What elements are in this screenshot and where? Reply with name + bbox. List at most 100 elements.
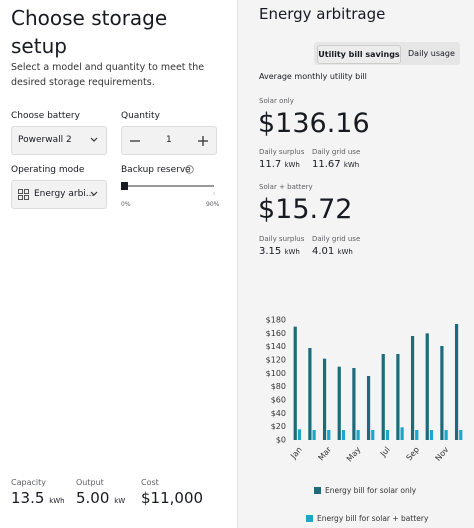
stat-value: 11.67 kWh (312, 159, 359, 170)
legend-swatch (314, 487, 321, 494)
mode-label: Operating mode (11, 165, 85, 175)
scenario-label: Solar only (259, 97, 294, 105)
y-tick-label: $60 (271, 396, 286, 405)
scenario-label: Solar + battery (259, 183, 313, 191)
stat-value: 11.7 kWh (259, 159, 300, 170)
bar (371, 430, 375, 440)
tab-bar: Utility bill savings Daily usage (314, 42, 460, 65)
bar (415, 430, 419, 440)
reserve-min: 0% (121, 201, 131, 208)
unit: kW (114, 497, 126, 505)
bar (322, 358, 327, 440)
y-tick-label: $0 (276, 436, 286, 445)
x-tick-label: Jul (378, 445, 392, 459)
mode-icon (18, 189, 29, 200)
bar (454, 324, 459, 440)
summary-label: Output (76, 478, 104, 487)
bar (356, 430, 360, 440)
y-tick-label: $40 (271, 409, 286, 418)
x-tick-label: Sep (405, 445, 422, 462)
panel-title: Energy arbitrage (259, 5, 386, 23)
unit: kWh (343, 161, 360, 169)
quantity-label: Quantity (121, 111, 160, 121)
y-tick-label: $160 (266, 329, 286, 338)
bar (381, 354, 385, 440)
unit: kWh (49, 497, 65, 505)
value: 13.5 (11, 489, 45, 507)
bar (337, 366, 341, 440)
summary-value: 13.5 kWh (11, 489, 65, 507)
bar (410, 336, 415, 440)
mode-value: Energy arbi... (34, 189, 95, 199)
value: 11.67 (312, 159, 341, 170)
bar (400, 427, 404, 440)
bar (459, 430, 463, 440)
x-tick-label: Jan (288, 445, 303, 461)
stat-value: 3.15 kWh (259, 246, 300, 257)
value: 4.01 (312, 246, 335, 257)
x-tick-label: Mar (317, 445, 334, 463)
bar (385, 430, 390, 440)
chevron (90, 137, 98, 142)
value: 11.7 (259, 159, 282, 170)
amount: $15.72 (258, 194, 353, 225)
reserve-max: 90% (206, 201, 220, 208)
bar (308, 348, 312, 440)
battery-label: Choose battery (11, 111, 80, 121)
bar (341, 430, 346, 440)
bar (425, 333, 429, 440)
bar (366, 376, 371, 440)
info-icon[interactable] (185, 165, 194, 174)
unit: kWh (284, 161, 300, 169)
bar (396, 354, 400, 440)
reserve-slider[interactable] (120, 180, 220, 196)
decrement-button[interactable] (130, 136, 140, 146)
bar (293, 326, 297, 440)
x-tick-label: Nov (434, 445, 451, 463)
increment-button[interactable] (198, 136, 208, 146)
y-tick-label: $140 (266, 342, 286, 351)
bar (297, 429, 302, 440)
unit: kWh (284, 248, 300, 256)
bar (429, 430, 434, 440)
chart: $0 $20 $40 $60 $80 $100 $120 $140 $160 $180 Jan Mar… (266, 316, 463, 523)
right-panel: Energy arbitrage Utility bill savings Da… (237, 0, 474, 528)
value: 3.15 (259, 246, 282, 257)
stat-label: Daily surplus (259, 235, 305, 243)
bar (444, 430, 448, 440)
subtitle: Select a model and quantity to meet the … (11, 62, 205, 88)
stat-label: Daily surplus (259, 148, 305, 156)
legend-swatch (306, 515, 313, 522)
mode-select[interactable]: Energy arbi... (11, 180, 107, 209)
heading: Average monthly utility bill (259, 72, 367, 81)
y-tick-label: $100 (266, 369, 286, 378)
bar (440, 346, 444, 440)
legend-label: Energy bill for solar only (325, 486, 417, 495)
y-tick-label: $80 (271, 382, 286, 391)
tab-active[interactable]: Utility bill savings (317, 45, 401, 64)
battery-value: Powerwall 2 (18, 135, 72, 145)
summary-label: Capacity (11, 478, 46, 487)
x-tick-label: May (345, 445, 363, 464)
y-tick-label: $20 (271, 422, 286, 431)
bar (352, 368, 356, 440)
bar (312, 430, 316, 440)
quantity-stepper: 1 (121, 126, 217, 155)
summary-value: 5.00 kW (76, 489, 125, 507)
reserve-label: Backup reserve (121, 165, 191, 175)
unit: kWh (337, 248, 353, 256)
amount: $136.16 (258, 108, 370, 139)
summary-label: Cost (141, 478, 159, 487)
tab[interactable]: Daily usage (408, 49, 455, 58)
value: 5.00 (76, 489, 110, 507)
quantity-value: 1 (166, 135, 172, 145)
battery-select[interactable]: Powerwall 2 (11, 126, 107, 155)
bar (327, 430, 331, 440)
stat-label: Daily grid use (312, 148, 361, 156)
stat-value: 4.01 kWh (312, 246, 353, 257)
chevron (90, 191, 98, 196)
y-tick-label: $180 (266, 316, 286, 325)
y-tick-label: $120 (266, 356, 286, 365)
summary-value: $11,000 (141, 489, 204, 507)
